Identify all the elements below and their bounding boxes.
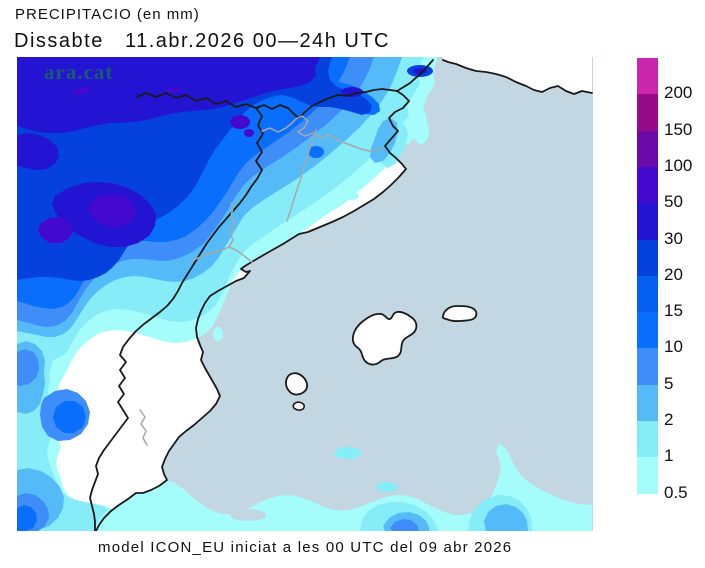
precip-area: [345, 192, 359, 200]
legend-color-segment: [637, 348, 658, 386]
precip-area: [213, 327, 223, 341]
legend-color-segment: [637, 275, 658, 313]
sea-gap: [230, 509, 266, 521]
legend-value-label: 5: [664, 373, 674, 393]
mallorca-island: [351, 310, 418, 366]
legend-color-segment: [637, 457, 658, 495]
legend-value-label: 20: [664, 264, 683, 284]
legend-value-label: 50: [664, 192, 683, 212]
france-coastline: [442, 59, 593, 95]
legend-value-label: 200: [664, 83, 693, 103]
province-border: [139, 409, 148, 446]
precip-area: [376, 482, 398, 492]
province-border: [228, 246, 253, 263]
legend-value-label: 10: [664, 337, 683, 357]
precip-area: [166, 86, 182, 94]
legend-value-label: 0.5: [664, 482, 688, 502]
precip-area: [38, 217, 73, 243]
legend-color-segment: [637, 130, 658, 168]
precip-area: [72, 86, 92, 96]
precip-area: [88, 194, 136, 227]
precip-area: [413, 118, 429, 144]
page-title: PRECIPITACIO (en mm): [15, 6, 200, 23]
province-border: [286, 129, 317, 222]
ibiza-island: [285, 372, 309, 396]
legend-color-segment: [637, 384, 658, 422]
state-border: [261, 115, 383, 152]
west-border: [89, 107, 264, 531]
legend-value-label: 15: [664, 301, 683, 321]
legend-color-segment: [637, 203, 658, 240]
province-border: [189, 202, 235, 263]
ara-cat-watermark: ara.cat: [44, 60, 114, 84]
precip-area: [17, 505, 37, 531]
sea-gap: [427, 480, 483, 498]
precip-area: [390, 519, 419, 531]
precip-area: [17, 349, 39, 386]
menorca-island: [441, 305, 478, 323]
north-border: [136, 88, 398, 119]
precip-area: [370, 118, 398, 163]
legend-color-segment: [637, 239, 658, 277]
islands: [285, 305, 478, 411]
precip-area: [96, 443, 592, 531]
legend-color-segment: [637, 421, 658, 458]
precip-area: [341, 87, 363, 97]
borders: [89, 59, 593, 531]
precip-area: [308, 146, 324, 158]
france-land: [443, 57, 592, 94]
forecast-date-subtitle: Dissabte 11.abr.2026 00—24h UTC: [14, 30, 390, 52]
legend-value-label: 2: [664, 410, 674, 429]
model-run-caption: model ICON_EU iniciat a les 00 UTC del 0…: [98, 539, 513, 556]
precip-area: [230, 115, 250, 129]
legend-color-segment: [637, 94, 658, 132]
precip-area: [484, 504, 528, 531]
legend-color-segment: [637, 312, 658, 349]
formentera-island: [292, 401, 305, 411]
legend-value-label: 100: [664, 155, 693, 175]
legend-value-label: 1: [664, 446, 674, 466]
legend: 200 150 100 50 30 20 15 10 5 2 1 0.5: [637, 58, 705, 503]
coastline: [95, 59, 434, 531]
legend-value-label: 150: [664, 119, 693, 139]
precip-area: [17, 133, 59, 170]
legend-color-segment: [637, 166, 658, 204]
precip-area: [244, 129, 254, 137]
precip-area: [334, 447, 362, 459]
sea-gap: [294, 477, 326, 489]
precip-area: [53, 401, 86, 433]
precipitation-layers: [17, 57, 592, 531]
legend-value-label: 30: [664, 228, 683, 248]
legend-color-segment: [637, 58, 658, 95]
